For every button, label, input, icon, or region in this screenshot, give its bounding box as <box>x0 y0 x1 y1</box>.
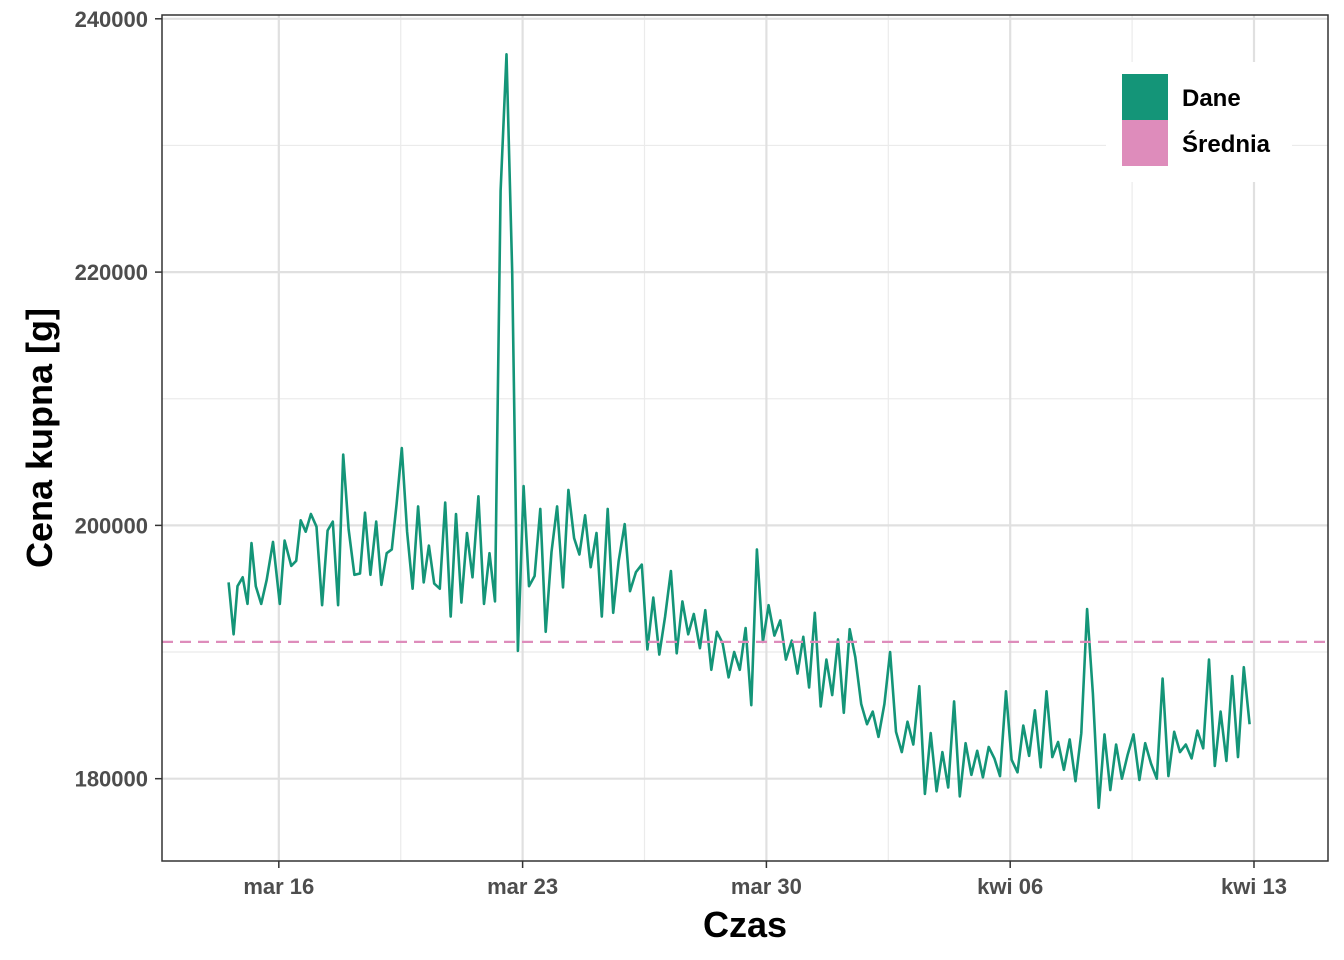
x-tick-label-1: mar 23 <box>487 874 558 899</box>
y-tick-label-3: 240000 <box>75 7 148 32</box>
legend: Dane Średnia <box>1106 62 1292 182</box>
y-tick-label-0: 180000 <box>75 767 148 792</box>
series-layer <box>162 52 1328 810</box>
y-axis: 180000 200000 220000 240000 <box>75 7 162 792</box>
series-line-dane <box>227 52 1251 810</box>
y-axis-title: Cena kupna [g] <box>19 308 60 568</box>
legend-key-srednia <box>1122 120 1168 166</box>
legend-label-srednia: Średnia <box>1182 130 1271 158</box>
y-tick-label-1: 200000 <box>75 513 148 538</box>
x-axis-title: Czas <box>703 904 787 945</box>
plot-border <box>161 14 1329 862</box>
x-tick-label-4: kwi 13 <box>1221 874 1287 899</box>
grid <box>162 15 1328 861</box>
legend-label-dane: Dane <box>1182 85 1241 112</box>
legend-key-dane <box>1122 74 1168 120</box>
x-tick-label-3: kwi 06 <box>977 874 1043 899</box>
x-axis: mar 16 mar 23 mar 30 kwi 06 kwi 13 <box>243 861 1287 899</box>
x-tick-label-2: mar 30 <box>731 874 802 899</box>
x-tick-label-0: mar 16 <box>243 874 314 899</box>
y-tick-label-2: 220000 <box>75 260 148 285</box>
